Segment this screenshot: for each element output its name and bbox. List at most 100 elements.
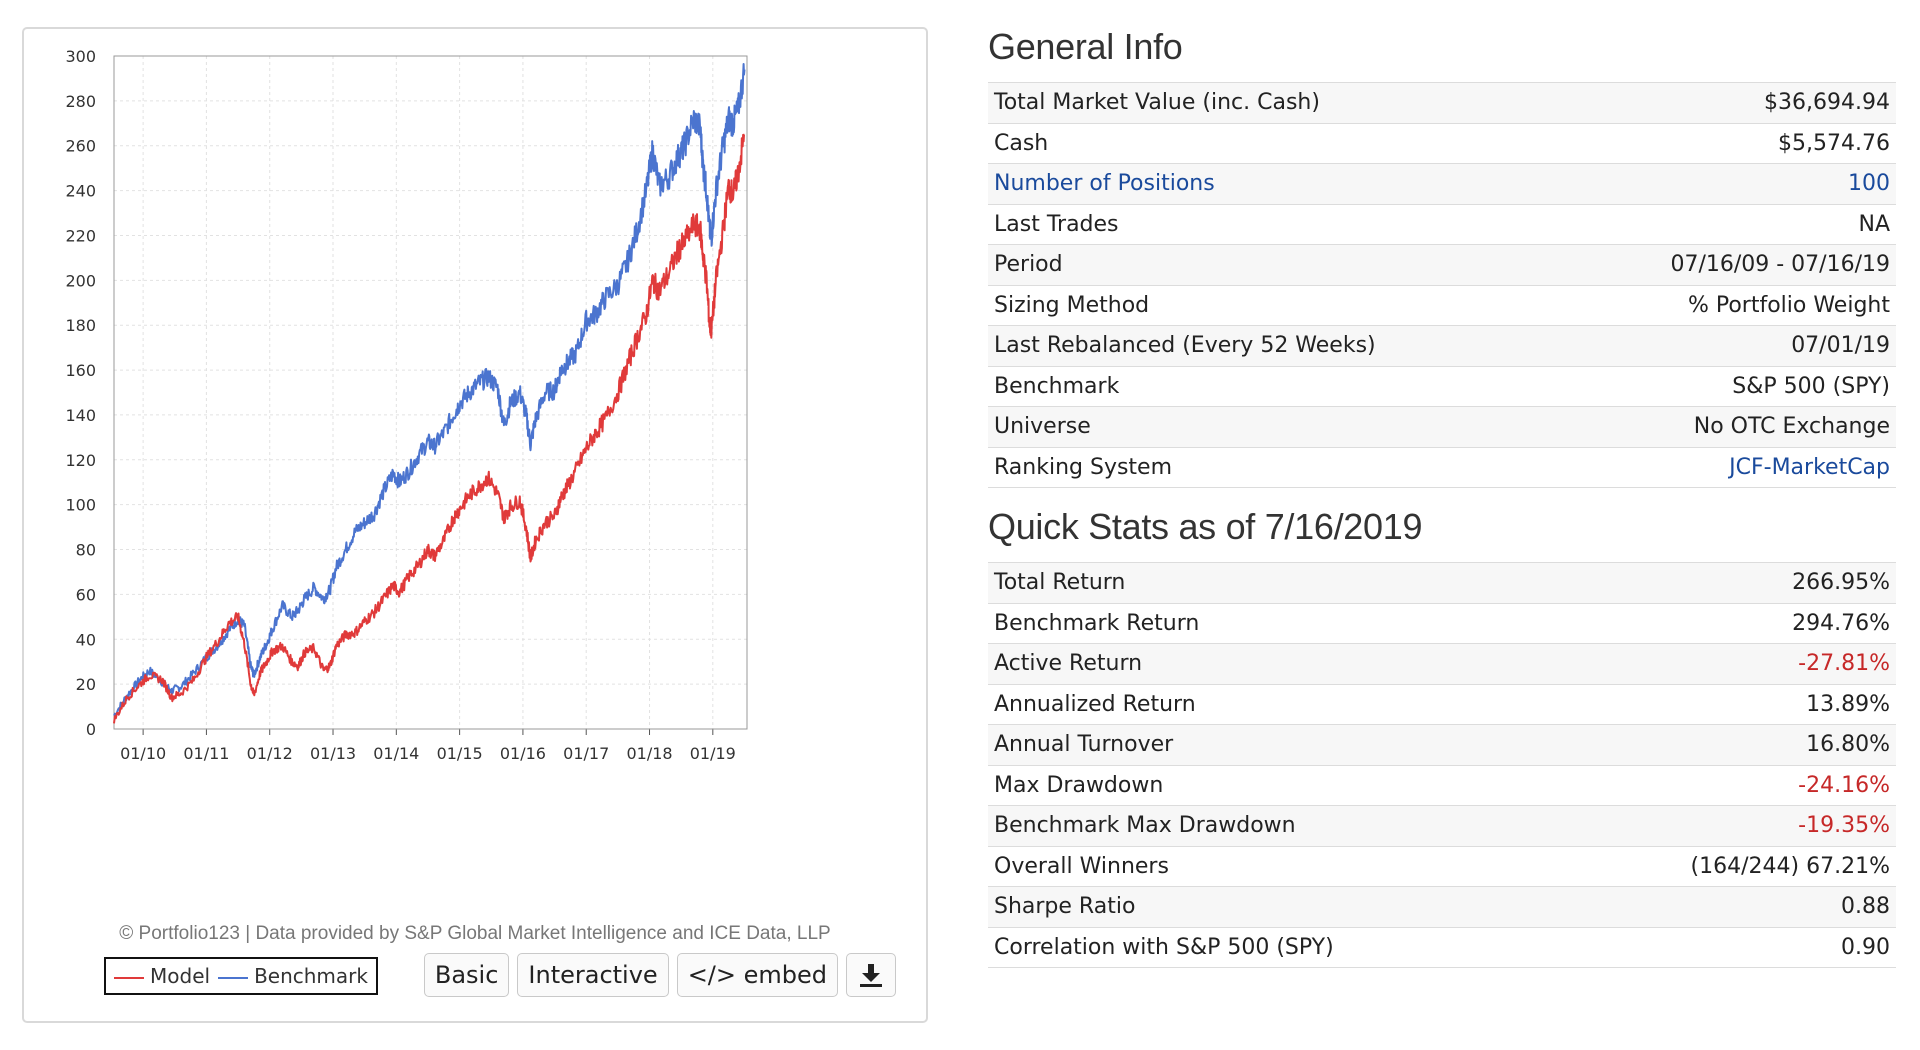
table-row: Period 07/16/09 - 07/16/19 (988, 244, 1896, 286)
x-tick-label: 01/19 (690, 744, 736, 763)
basic-button[interactable]: Basic (423, 953, 510, 997)
legend-benchmark-label: Benchmark (254, 964, 368, 988)
row-value: 07/01/19 (1559, 325, 1896, 367)
row-value: $5,574.76 (1559, 123, 1896, 164)
row-label: Max Drawdown (988, 765, 1556, 806)
x-tick-label: 01/18 (626, 744, 672, 763)
row-label[interactable]: Number of Positions (988, 163, 1560, 205)
legend-model-label: Model (150, 964, 211, 988)
x-tick-label: 01/12 (247, 744, 293, 763)
row-label: Benchmark Max Drawdown (988, 805, 1556, 847)
row-label: Overall Winners (988, 846, 1556, 887)
row-label: Sharpe Ratio (988, 886, 1556, 928)
model-series-line (113, 133, 745, 724)
table-row: Total Return 266.95% (988, 562, 1896, 604)
table-row: Total Market Value (inc. Cash) $36,694.94 (988, 82, 1896, 124)
x-tick-label: 01/15 (437, 744, 483, 763)
table-row: Max Drawdown -24.16% (988, 765, 1896, 806)
quick-stats-table: Total Return 266.95% Benchmark Return 294.7… (988, 562, 1896, 968)
chart-legend: Model Benchmark (104, 957, 378, 995)
row-label: Total Return (988, 562, 1556, 604)
y-tick-label: 0 (86, 720, 96, 739)
download-icon (860, 964, 882, 987)
performance-chart: 0 20 40 60 80 100 120 140 160 180 200 220 240 260 280 3… (65, 47, 748, 763)
y-tick-label: 240 (65, 182, 96, 201)
y-tick-label: 160 (65, 361, 96, 380)
x-tick-label: 01/13 (310, 744, 356, 763)
table-row: Sizing Method% Portfolio Weight (988, 285, 1896, 326)
y-tick-label: 40 (76, 630, 96, 649)
row-value: 07/16/09 - 07/16/19 (1559, 244, 1896, 286)
row-value: $36,694.94 (1559, 82, 1896, 124)
row-value[interactable]: JCF-MarketCap (1559, 447, 1896, 488)
embed-button[interactable]: </> embed (676, 953, 838, 997)
chart-panel: 0 20 40 60 80 100 120 140 160 180 200 220 240 260 280 3… (22, 27, 928, 1023)
y-tick-label: 120 (65, 451, 96, 470)
row-value: NA (1559, 204, 1896, 245)
table-row: Cash $5,574.76 (988, 123, 1896, 164)
table-row: Ranking System JCF-MarketCap (988, 447, 1896, 488)
x-tick-label: 01/11 (183, 744, 229, 763)
y-tick-label: 200 (65, 271, 96, 290)
info-panel: General Info Total Market Value (inc. Ca… (988, 22, 1896, 968)
row-value: -24.16% (1555, 765, 1896, 806)
row-value: No OTC Exchange (1559, 406, 1896, 448)
table-row: Active Return -27.81% (988, 643, 1896, 685)
row-label: Sizing Method (988, 285, 1560, 326)
row-value: S&P 500 (SPY) (1559, 366, 1896, 407)
row-label: Universe (988, 406, 1560, 448)
chart-credits: © Portfolio123 | Data provided by S&P Gl… (119, 923, 831, 944)
y-tick-label: 280 (65, 92, 96, 111)
general-info-title: General Info (988, 26, 1183, 67)
table-row: Correlation with S&P 500 (SPY) 0.90 (988, 927, 1896, 968)
legend-benchmark-swatch (218, 976, 249, 979)
row-value[interactable]: 100 (1559, 163, 1896, 205)
table-row: Sharpe Ratio 0.88 (988, 886, 1896, 928)
chart-toolbar: Basic Interactive </> embed (423, 953, 896, 997)
row-value: 294.76% (1555, 603, 1896, 644)
table-row: Benchmark Return 294.76% (988, 603, 1896, 644)
row-label: Cash (988, 123, 1560, 164)
plot-frame (113, 55, 748, 730)
benchmark-series-line (113, 63, 746, 717)
download-button[interactable] (846, 953, 896, 997)
row-label: Ranking System (988, 447, 1560, 488)
table-row: Last Trades NA (988, 204, 1896, 245)
row-label: Annual Turnover (988, 724, 1556, 766)
x-tick-label: 01/17 (563, 744, 609, 763)
row-value: 16.80% (1555, 724, 1896, 766)
x-tick-label: 01/16 (500, 744, 546, 763)
legend-benchmark[interactable]: Benchmark (218, 964, 368, 988)
x-tick-label: 01/14 (373, 744, 419, 763)
table-row: Benchmark Max Drawdown -19.35% (988, 805, 1896, 847)
y-tick-label: 260 (65, 137, 96, 156)
y-tick-label: 100 (65, 496, 96, 515)
table-row: Universe No OTC Exchange (988, 406, 1896, 448)
table-row: Last Rebalanced (Every 52 Weeks) 07/01/19 (988, 325, 1896, 367)
y-tick-label: 220 (65, 226, 96, 245)
general-info-table: Total Market Value (inc. Cash) $36,694.94… (988, 82, 1896, 488)
row-label: Benchmark Return (988, 603, 1556, 644)
legend-model[interactable]: Model (114, 964, 210, 988)
y-tick-label: 60 (76, 585, 96, 604)
table-row: Annual Turnover 16.80% (988, 724, 1896, 766)
quick-stats-title: Quick Stats as of 7/16/2019 (988, 506, 1423, 547)
y-tick-label: 20 (76, 675, 96, 694)
table-row: Annualized Return 13.89% (988, 684, 1896, 725)
interactive-button[interactable]: Interactive (517, 953, 669, 997)
x-tick-label: 01/10 (120, 744, 166, 763)
row-value: 13.89% (1555, 684, 1896, 725)
row-label: Correlation with S&P 500 (SPY) (988, 927, 1556, 968)
table-row: Benchmark S&P 500 (SPY) (988, 366, 1896, 407)
legend-model-swatch (114, 976, 144, 979)
row-label: Total Market Value (inc. Cash) (988, 82, 1560, 124)
row-value: 0.88 (1555, 886, 1896, 928)
row-label: Last Rebalanced (Every 52 Weeks) (988, 325, 1560, 367)
row-value: -19.35% (1555, 805, 1896, 847)
row-value: % Portfolio Weight (1559, 285, 1896, 326)
row-value: 0.90 (1555, 927, 1896, 968)
y-tick-label: 140 (65, 406, 96, 425)
row-label: Annualized Return (988, 684, 1556, 725)
table-row: Overall Winners (164/244) 67.21% (988, 846, 1896, 887)
row-label: Last Trades (988, 204, 1560, 245)
